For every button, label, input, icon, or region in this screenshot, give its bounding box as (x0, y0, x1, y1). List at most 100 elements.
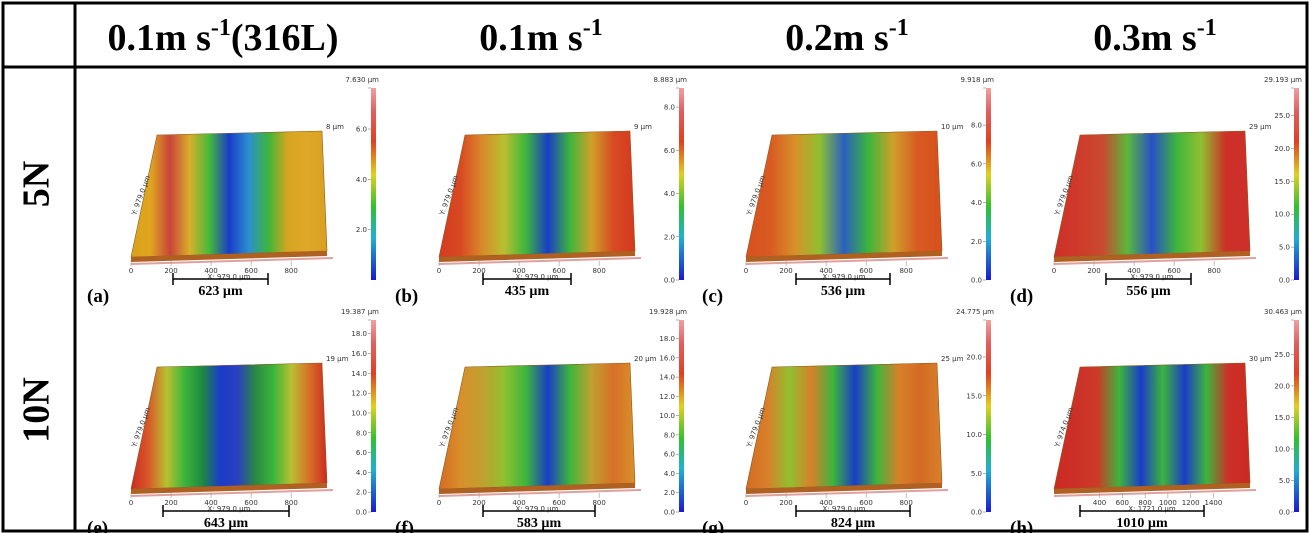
x-tick-label: 800 (284, 267, 297, 275)
header-base: 0.1m s (107, 17, 210, 59)
x-tick-label: 1000 (1159, 499, 1177, 507)
color-bar-tick-label: 0.0 (971, 277, 982, 285)
color-bar-tick-label: 16.0 (351, 350, 367, 358)
color-bar-tick-label: 5.0 (1279, 244, 1290, 252)
z-label: 19 µm (326, 355, 349, 363)
color-bar (679, 320, 684, 512)
surface-edge (746, 251, 942, 262)
x-axis-label: X: 979.0 µm (208, 273, 251, 281)
x-tick-label: 400 (819, 499, 832, 507)
color-bar-tick-label: 15.0 (1274, 178, 1290, 186)
x-tick-label: 800 (284, 499, 297, 507)
color-bar-tick-label: 8.0 (664, 104, 675, 112)
color-bar-tick-label: 4.0 (664, 470, 675, 478)
color-bar-tick-label: 10.0 (1274, 445, 1290, 453)
x-axis-label: X: 979.0 µm (823, 505, 866, 513)
header-sup: -1 (889, 15, 909, 41)
x-tick-label: 800 (1138, 499, 1151, 507)
surface (130, 362, 328, 490)
panel-label: (h) (1010, 518, 1033, 533)
scale-label: 536 µm (821, 284, 866, 299)
color-bar-tick-label: 12.0 (659, 393, 675, 401)
z-label: 20 µm (634, 355, 657, 363)
axis (1053, 489, 1257, 497)
color-bar-max: 30.463 µm (1264, 308, 1302, 316)
header-base: 0.1m s (479, 17, 582, 59)
x-tick-label: 400 (1127, 267, 1140, 275)
color-bar-max: 8.883 µm (653, 76, 687, 84)
color-bar-tick-label: 8.0 (356, 429, 367, 437)
axis (130, 489, 334, 497)
color-bar-tick-label: 0.0 (664, 277, 675, 285)
z-label: 29 µm (1249, 123, 1272, 131)
color-bar-tick-label: 4.0 (356, 469, 367, 477)
x-tick-label: 0 (1052, 267, 1056, 275)
panel-label: (c) (702, 286, 723, 307)
x-axis-label: X: 979.0 µm (516, 505, 559, 513)
scale-label: 824 µm (831, 516, 876, 531)
x-tick-label: 600 (552, 267, 565, 275)
scale-label: 1010 µm (1116, 516, 1168, 531)
color-bar-tick-label: 15.0 (1274, 414, 1290, 422)
color-bar (1294, 320, 1299, 512)
panel-label: (b) (395, 286, 418, 307)
color-bar-tick-label: 0.0 (971, 509, 982, 517)
axis (130, 257, 334, 265)
color-bar-tick-label: 8.0 (664, 431, 675, 439)
color-bar-tick-label: 8.0 (971, 122, 982, 130)
surface (745, 130, 943, 258)
x-tick-label: 200 (779, 499, 792, 507)
color-bar-tick-label: 0.0 (356, 509, 367, 517)
x-axis-label: X: 979.0 µm (516, 273, 559, 281)
header-sup: -1 (583, 15, 603, 41)
scale-label: 435 µm (505, 284, 550, 299)
x-tick-label: 1400 (1205, 499, 1223, 507)
column-header: 0.1m s-1(316L) (107, 15, 338, 59)
color-bar-tick-label: 14.0 (351, 370, 367, 378)
surface-edge (746, 483, 942, 494)
color-bar-tick-label: 4.0 (971, 199, 982, 207)
x-tick-label: 400 (204, 499, 217, 507)
panel-label: (f) (395, 518, 414, 533)
z-label: 25 µm (941, 355, 964, 363)
surface-edge (1054, 251, 1250, 262)
color-bar-max: 29.193 µm (1264, 76, 1302, 84)
color-bar-tick-label: 0.0 (664, 509, 675, 517)
scale-label: 643 µm (204, 516, 249, 531)
x-tick-label: 0 (437, 499, 441, 507)
color-bar-tick-label: 2.0 (971, 238, 982, 246)
color-bar-max: 24.775 µm (956, 308, 994, 316)
x-tick-label: 800 (899, 267, 912, 275)
color-bar (1294, 88, 1299, 280)
row-label: 10N (16, 377, 58, 442)
color-bar-tick-label: 6.0 (664, 451, 675, 459)
x-tick-label: 400 (204, 267, 217, 275)
x-axis-label: X: 979.0 µm (1131, 273, 1174, 281)
color-bar (371, 320, 376, 512)
x-tick-label: 200 (472, 499, 485, 507)
color-bar (986, 320, 991, 512)
axis (1053, 257, 1257, 265)
surface-edge (439, 251, 635, 262)
z-label: 10 µm (941, 123, 964, 131)
header-base: 0.2m s (785, 17, 888, 59)
panel-label: (d) (1010, 286, 1033, 307)
color-bar-tick-label: 4.0 (356, 176, 367, 184)
x-tick-label: 400 (512, 499, 525, 507)
color-bar-tick-label: 2.0 (356, 489, 367, 497)
surface-edge (131, 251, 327, 262)
column-header: 0.1m s-1 (479, 15, 602, 59)
color-bar-max: 7.630 µm (345, 76, 379, 84)
color-bar-tick-label: 25.0 (1274, 351, 1290, 359)
header-sup: -1 (1197, 15, 1217, 41)
z-label: 8 µm (326, 123, 344, 131)
x-tick-label: 600 (244, 267, 257, 275)
color-bar-tick-label: 4.0 (664, 190, 675, 198)
color-bar-tick-label: 10.0 (1274, 211, 1290, 219)
color-bar-tick-label: 0.0 (1279, 277, 1290, 285)
color-bar-tick-label: 2.0 (664, 233, 675, 241)
axis (438, 489, 642, 497)
color-bar-tick-label: 10.0 (966, 431, 982, 439)
